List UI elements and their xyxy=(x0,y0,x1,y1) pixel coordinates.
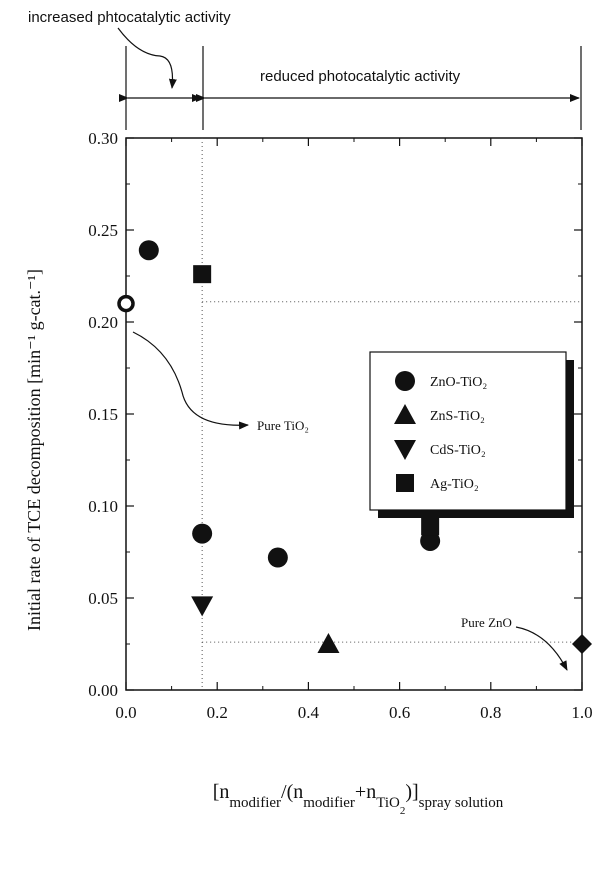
x-axis-title: [nmodifier/(nmodifier+nTiO2)]spray solut… xyxy=(213,781,504,817)
x-tick-label: 0.2 xyxy=(207,703,228,722)
zno-tio-point xyxy=(192,523,213,544)
y-tick-label: 0.00 xyxy=(88,681,118,700)
pure-zno-pointer xyxy=(515,626,568,671)
pure-tio2-pointer xyxy=(132,331,249,430)
pure-zno-label: Pure ZnO xyxy=(461,615,512,630)
y-tick-label: 0.10 xyxy=(88,497,118,516)
x-tick-label: 0.8 xyxy=(480,703,501,722)
y-axis-title: Initial rate of TCE decomposition [min⁻¹… xyxy=(24,269,44,631)
zno-tio-point xyxy=(420,530,441,551)
y-tick-label: 0.25 xyxy=(88,221,118,240)
legend-marker-zns-tio xyxy=(394,404,416,424)
legend-label-cds-tio: CdS-TiO₂ xyxy=(430,443,486,458)
ag-tio-point xyxy=(193,265,212,284)
increased-activity-label: increased phtocatalytic activity xyxy=(28,9,231,26)
legend-label-zns-tio: ZnS-TiO₂ xyxy=(430,409,485,424)
x-tick-label: 0.0 xyxy=(115,703,136,722)
zns-tio-point xyxy=(317,633,340,653)
reduced-activity-label: reduced photocatalytic activity xyxy=(260,68,461,85)
legend-marker-ag-tio xyxy=(396,474,414,492)
pure-zno-point xyxy=(572,634,592,654)
increased-activity-pointer xyxy=(117,27,177,89)
x-tick-label: 0.4 xyxy=(298,703,320,722)
legend-marker-zno-tio xyxy=(395,371,415,391)
pure-tio2-label: Pure TiO₂ xyxy=(257,418,309,433)
y-tick-label: 0.15 xyxy=(88,405,118,424)
legend-marker-cds-tio xyxy=(394,440,416,460)
ag-tio-point xyxy=(421,517,440,536)
y-tick-label: 0.20 xyxy=(88,313,118,332)
y-axis: 0.00 0.05 0.10 0.15 0.20 0.25 0.30 xyxy=(88,129,582,700)
x-tick-label: 0.6 xyxy=(389,703,410,722)
legend-label-zno-tio: ZnO-TiO₂ xyxy=(430,375,487,390)
data-points xyxy=(117,240,592,654)
zno-tio-point xyxy=(138,240,159,261)
legend-label-ag-tio: Ag-TiO₂ xyxy=(430,477,479,492)
pure-tio-point xyxy=(117,294,135,313)
y-tick-label: 0.05 xyxy=(88,589,118,608)
zno-tio-point xyxy=(267,547,288,568)
legend: ZnO-TiO₂ ZnS-TiO₂ CdS-TiO₂ Ag-TiO₂ xyxy=(394,371,487,492)
x-tick-label: 1.0 xyxy=(571,703,592,722)
x-axis: 0.0 0.2 0.4 0.6 0.8 1.0 xyxy=(115,138,593,722)
cds-tio-point xyxy=(191,596,214,617)
y-tick-label: 0.30 xyxy=(88,129,118,148)
